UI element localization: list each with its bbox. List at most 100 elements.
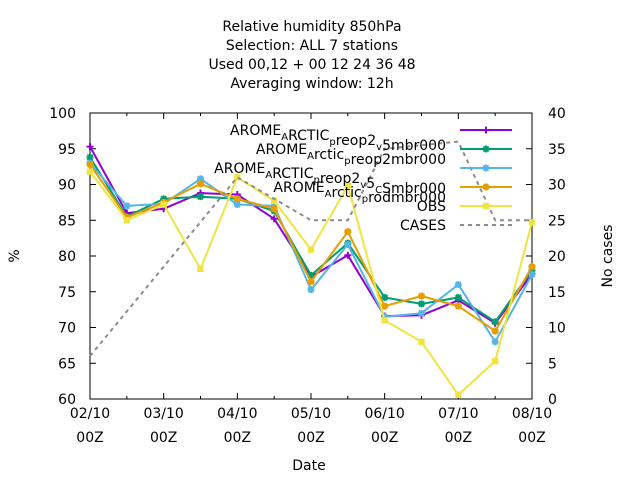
y2-tick-label: 15 (548, 285, 566, 301)
y-tick-label: 80 (58, 249, 76, 265)
data-point (454, 302, 462, 310)
x-axis: 02/10 00Z 03/10 00Z 04/10 00Z 05/10 00Z 06/10 00Z… (70, 113, 552, 446)
data-point (528, 219, 536, 226)
legend-label-part: AROME (256, 142, 307, 158)
data-point (491, 338, 499, 346)
legend-label-part: AROME (230, 123, 281, 139)
marker-square (123, 217, 131, 224)
y-tick-label: 90 (58, 178, 76, 194)
data-point (307, 278, 315, 286)
x-axis-label: Date (292, 458, 325, 474)
y2-tick-label: 20 (548, 249, 566, 265)
legend-label-part: v (376, 142, 382, 153)
data-point (381, 293, 389, 301)
marker-dot (196, 180, 205, 188)
marker-stroke (491, 338, 499, 346)
legend-label: AROMEARCTICpreop2v5CSmbr000 (214, 161, 446, 197)
marker-dot (528, 263, 536, 271)
x-tick-time: 00Z (371, 430, 398, 446)
data-point (196, 180, 205, 188)
marker-stroke (455, 281, 462, 288)
marker-square (418, 338, 425, 345)
marker-stroke (381, 294, 388, 301)
series-obs (86, 168, 536, 398)
data-point (381, 302, 389, 310)
marker-dot (344, 228, 352, 236)
legend-label-part: rodmbr000 (368, 190, 446, 206)
legend-label: AROMEArcticprodmbr000 (273, 180, 446, 206)
legend-label-part: CASES (400, 218, 446, 234)
series-line (89, 140, 532, 357)
marker-dot (270, 205, 278, 213)
series-cases (89, 140, 532, 357)
data-point (86, 160, 94, 169)
legend-label-part: A (325, 189, 332, 200)
marker-dot (417, 292, 426, 300)
y2-tick-label: 30 (548, 178, 566, 194)
data-point (455, 391, 462, 398)
marker-stroke (234, 201, 241, 208)
x-tick-date: 05/10 (291, 406, 331, 422)
legend-label-part: rctic (332, 185, 362, 201)
legend-label-part: A (307, 151, 314, 162)
legend-label-part: AROME (273, 180, 324, 196)
legend-label: AROMEArcticpreop2mbr000 (256, 142, 446, 168)
legend-label-part: p (329, 137, 335, 148)
marker-square (455, 391, 462, 398)
chart-title: Relative humidity 850hPa Selection: ALL 7… (208, 19, 415, 92)
marker-dot (454, 302, 462, 310)
legend-label-part: reop2 (320, 171, 360, 187)
legend-label: CASES (400, 218, 446, 234)
y2-tick-label: 0 (548, 392, 557, 408)
marker-stroke (482, 145, 490, 153)
data-point (197, 265, 204, 273)
x-tick-date: 04/10 (217, 406, 257, 422)
legend-label-part: p (314, 175, 320, 186)
y-tick-label: 70 (58, 321, 76, 337)
legend-label: AROMEARCTICpreop2v5mbr000 (230, 123, 446, 154)
marker-dot (381, 302, 389, 310)
y-axis-label: % (7, 249, 23, 262)
x-tick-date: 08/10 (512, 406, 552, 422)
data-point (418, 300, 425, 308)
data-point (344, 251, 352, 259)
data-point (160, 201, 167, 208)
legend-marker (482, 145, 490, 153)
data-point (491, 357, 499, 365)
data-point (528, 271, 536, 279)
legend-label: OBS (417, 199, 446, 215)
data-point (491, 327, 499, 335)
legend-label-part: A (281, 132, 288, 143)
x-tick-date: 03/10 (143, 406, 183, 422)
marker-stroke (197, 175, 204, 183)
legend-marker (482, 126, 490, 134)
marker-square (270, 197, 278, 205)
data-point (86, 143, 94, 151)
marker-stroke (418, 300, 425, 308)
title-line: Relative humidity 850hPa (222, 19, 401, 35)
data-point (418, 309, 425, 317)
title-line: Averaging window: 12h (230, 76, 393, 92)
x-tick-date: 07/10 (438, 406, 478, 422)
data-point (454, 293, 462, 301)
marker-square (528, 219, 536, 226)
marker-dot (86, 160, 94, 169)
data-point (233, 195, 241, 203)
data-point (270, 215, 278, 223)
y2-axis-label: No cases (600, 225, 616, 288)
y-axis: 60 65 70 75 80 85 90 95 100 (49, 106, 96, 408)
y-tick-label: 60 (58, 392, 76, 408)
data-point (418, 338, 425, 345)
data-point (491, 318, 499, 326)
y2-tick-label: 35 (548, 142, 566, 158)
data-point (417, 292, 426, 300)
legend-label-part: reop2mbr000 (351, 152, 446, 168)
legend-label-part: p (362, 194, 368, 205)
x-tick-time: 00Z (518, 430, 545, 446)
legend-label-part: Smbr000 (382, 181, 446, 197)
legend-label-part: p (344, 156, 350, 167)
marker-stroke (344, 241, 352, 248)
data-point (344, 182, 352, 190)
marker-square (491, 357, 499, 365)
